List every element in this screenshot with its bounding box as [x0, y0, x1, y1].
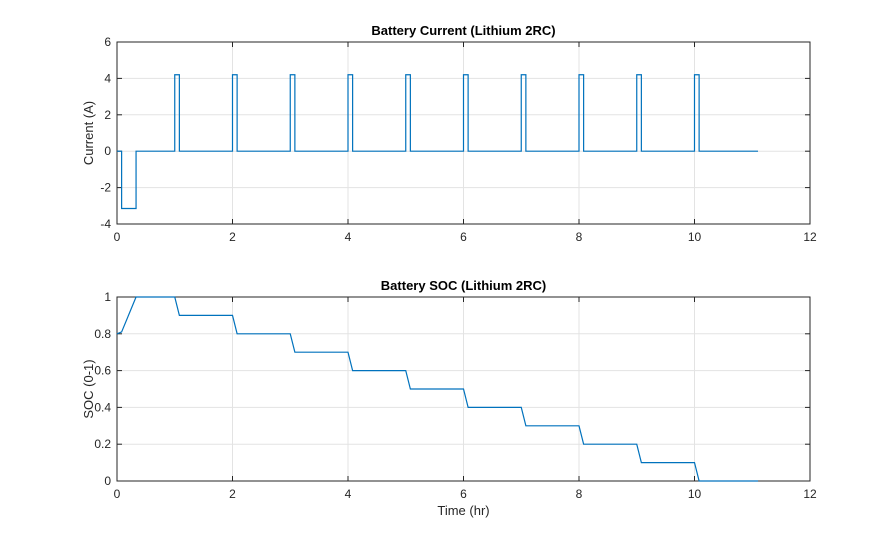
current-x-tick-label-5: 10 — [688, 230, 702, 244]
soc-x-tick-label-5: 10 — [688, 487, 702, 501]
current-x-tick-label-2: 4 — [345, 230, 352, 244]
soc-x-tick-label-0: 0 — [114, 487, 121, 501]
soc-y-tick-label-3: 0.6 — [94, 364, 111, 378]
current-x-tick-label-0: 0 — [114, 230, 121, 244]
current-chart-title: Battery Current (Lithium 2RC) — [371, 23, 555, 38]
soc-y-tick-label-4: 0.8 — [94, 327, 111, 341]
soc-x-tick-label-3: 6 — [460, 487, 467, 501]
current-y-tick-label-3: 2 — [104, 108, 111, 122]
current-y-axis-label: Current (A) — [81, 101, 96, 165]
soc-y-tick-label-5: 1 — [104, 290, 111, 304]
soc-chart-title: Battery SOC (Lithium 2RC) — [381, 278, 546, 293]
current-x-tick-label-3: 6 — [460, 230, 467, 244]
soc-x-tick-label-1: 2 — [229, 487, 236, 501]
current-y-tick-label-4: 4 — [104, 71, 111, 85]
soc-x-tick-label-6: 12 — [803, 487, 817, 501]
soc-y-tick-label-0: 0 — [104, 474, 111, 488]
current-y-tick-label-2: 0 — [104, 144, 111, 158]
soc-x-tick-label-4: 8 — [576, 487, 583, 501]
soc-x-tick-label-2: 4 — [345, 487, 352, 501]
soc-y-tick-label-2: 0.4 — [94, 400, 111, 414]
current-series-line-0 — [117, 74, 759, 210]
current-y-tick-label-0: -4 — [100, 217, 111, 231]
current-axes: 0 2 4 6 8 10 12 -4 -2 0 2 4 6 Battery Current (Lithiu… — [81, 23, 817, 244]
current-x-tick-label-4: 8 — [576, 230, 583, 244]
current-y-tick-label-1: -2 — [100, 181, 111, 195]
soc-series-line-0 — [116, 296, 759, 482]
current-x-tick-label-1: 2 — [229, 230, 236, 244]
soc-axes: 0 2 4 6 8 10 12 0 0.2 0.4 0.6 0.8 1 Battery SOC (Lith… — [81, 278, 817, 518]
soc-y-tick-label-1: 0.2 — [94, 437, 111, 451]
current-x-tick-label-6: 12 — [803, 230, 817, 244]
soc-y-axis-label: SOC (0-1) — [81, 359, 96, 418]
soc-x-axis-label: Time (hr) — [437, 503, 489, 518]
current-y-tick-label-5: 6 — [104, 35, 111, 49]
